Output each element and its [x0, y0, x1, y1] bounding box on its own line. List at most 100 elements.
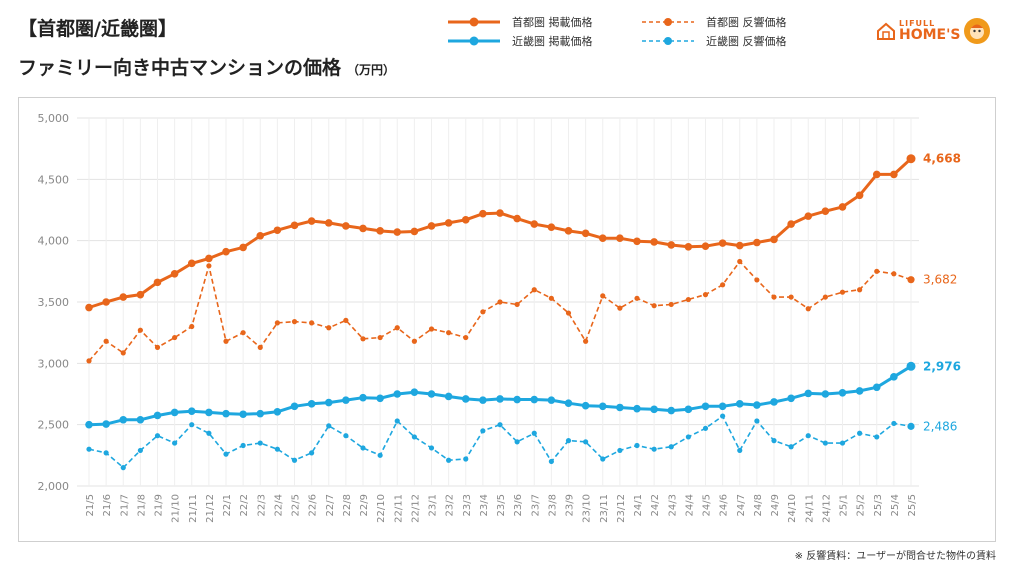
data-point: [239, 410, 247, 419]
data-point: [530, 220, 539, 228]
x-tick-label: 21/6: [102, 494, 113, 516]
data-point: [634, 442, 640, 449]
data-point: [428, 445, 435, 451]
y-tick-label: 4,000: [38, 235, 70, 248]
chart-title-text: ファミリー向き中古マンションの価格: [18, 57, 342, 79]
legend-item-kinki-listing: 近畿圏 掲載価格: [446, 31, 593, 50]
data-point: [838, 203, 847, 211]
data-point: [342, 222, 350, 230]
data-point: [650, 405, 658, 414]
data-point: [496, 395, 504, 403]
data-point: [411, 434, 417, 440]
data-point: [838, 388, 847, 397]
data-point: [257, 344, 263, 350]
data-point: [513, 395, 521, 404]
data-point: [753, 401, 761, 409]
y-tick-label: 3,500: [38, 296, 70, 309]
data-point: [103, 338, 109, 344]
x-tick-label: 24/5: [702, 494, 713, 516]
end-value-label: 3,682: [923, 273, 957, 287]
y-tick-label: 2,000: [38, 480, 70, 493]
data-point: [720, 282, 726, 288]
x-tick-label: 22/8: [342, 494, 353, 516]
data-point: [393, 228, 402, 236]
data-point: [273, 407, 282, 416]
data-point: [411, 338, 417, 344]
data-point: [497, 299, 503, 305]
x-tick-label: 24/6: [719, 494, 730, 516]
data-point: [737, 447, 743, 454]
unit-label: （万円）: [347, 63, 396, 77]
data-point: [906, 154, 916, 164]
x-tick-label: 25/3: [873, 494, 884, 516]
data-point: [565, 310, 572, 316]
data-point: [85, 303, 93, 312]
data-point: [307, 400, 316, 408]
data-point: [583, 338, 589, 344]
data-point: [685, 296, 691, 303]
data-point: [891, 420, 897, 427]
data-point: [771, 438, 777, 444]
data-point: [874, 268, 880, 274]
data-point: [855, 191, 864, 200]
data-point: [513, 214, 521, 223]
legend-solid-blue-icon: [448, 36, 500, 45]
data-point: [788, 294, 794, 300]
data-point: [479, 209, 487, 218]
data-point: [874, 434, 880, 440]
legend-label: 首都圏 反響価格: [706, 15, 787, 29]
data-point: [822, 294, 828, 300]
legend-left: 首都圏 掲載価格 近畿圏 掲載価格: [446, 12, 593, 50]
data-point: [222, 247, 230, 256]
x-tick-label: 23/5: [496, 494, 507, 516]
data-point: [394, 418, 400, 424]
data-point: [102, 298, 110, 306]
data-point: [86, 446, 92, 452]
data-point: [667, 406, 676, 415]
x-tick-label: 22/4: [273, 494, 284, 516]
data-point: [359, 224, 367, 233]
x-tick-label: 23/12: [616, 494, 627, 523]
data-point: [377, 452, 383, 458]
data-point: [754, 418, 760, 424]
data-point: [737, 258, 743, 265]
data-point: [427, 222, 436, 230]
x-tick-label: 23/6: [513, 494, 524, 516]
data-point: [891, 271, 897, 277]
footnote: ※ 反響賃料：ユーザーが問合せた物件の賃料: [794, 551, 996, 562]
data-point: [206, 263, 212, 269]
data-point: [701, 402, 710, 411]
data-point: [86, 358, 92, 364]
data-point: [598, 402, 607, 411]
x-tick-label: 21/12: [205, 494, 216, 523]
x-tick-label: 22/9: [359, 494, 370, 516]
data-point: [890, 170, 898, 179]
data-point: [651, 446, 657, 452]
data-point: [857, 430, 863, 436]
end-value-label: 2,486: [923, 419, 957, 433]
data-point: [410, 388, 419, 396]
x-tick-label: 22/3: [256, 494, 267, 516]
data-point: [137, 447, 143, 454]
data-point: [735, 400, 744, 408]
data-point: [153, 278, 162, 287]
data-point: [119, 415, 128, 424]
data-point: [376, 227, 384, 235]
x-tick-label: 21/10: [171, 494, 182, 523]
x-tick-label: 25/2: [856, 494, 867, 516]
data-point: [309, 450, 315, 456]
x-tick-label: 24/2: [650, 494, 661, 516]
data-point: [804, 389, 813, 398]
data-point: [667, 241, 676, 249]
x-tick-label: 25/1: [839, 494, 850, 516]
data-point: [170, 269, 179, 278]
legend-item-tokyo-inquiry: 首都圏 反響価格: [640, 12, 787, 31]
data-point: [394, 325, 400, 331]
data-point: [326, 423, 332, 429]
legend-solid-orange-icon: [448, 17, 500, 26]
data-point: [616, 234, 624, 243]
data-point: [771, 294, 777, 300]
data-point: [872, 170, 881, 179]
data-point: [187, 259, 196, 268]
data-point: [668, 301, 674, 308]
